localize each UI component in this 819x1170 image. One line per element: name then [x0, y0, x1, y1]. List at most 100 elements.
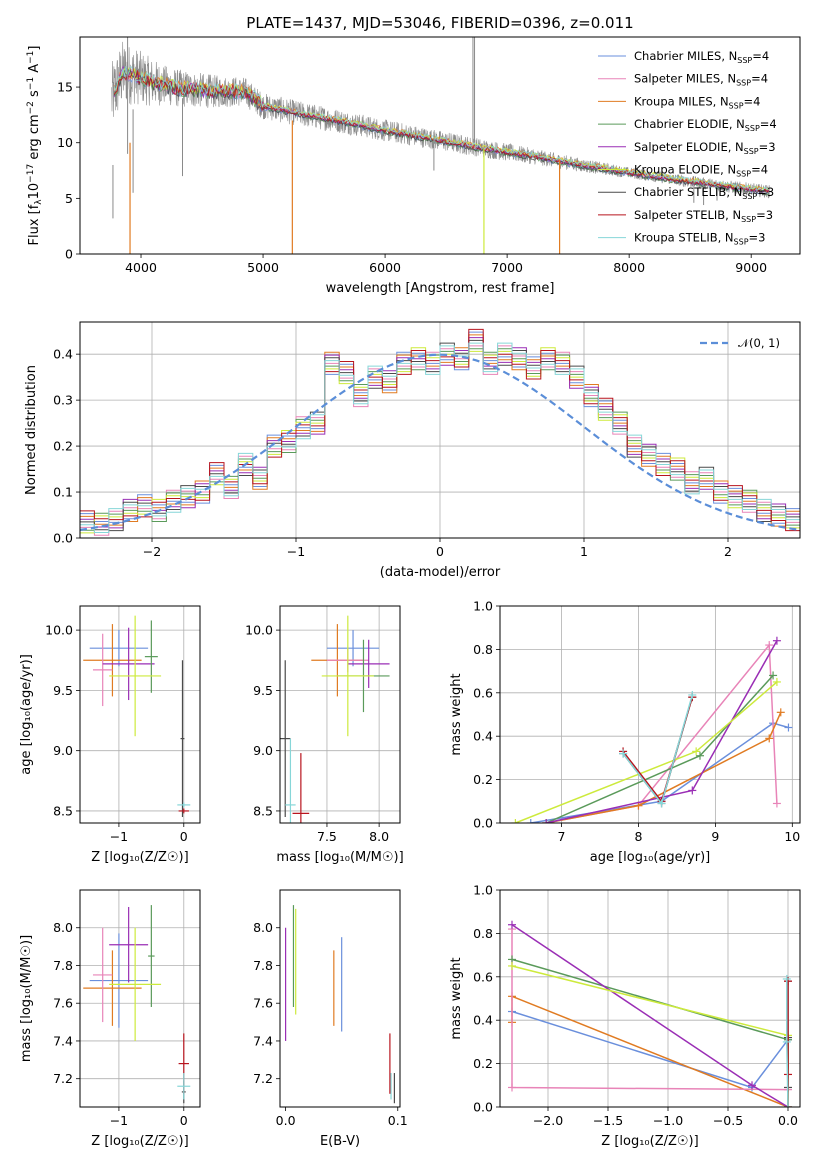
legend-sub: SSP — [736, 170, 751, 179]
mass_vs_Z-axes: −1 0 7.2 7.4 7.6 7.8 8.0 Z [log₁₀(Z/Z☉)] mass [l… — [19, 889, 201, 1149]
x-tick-label: 0.0 — [778, 1113, 798, 1128]
weight-marker-salpeter_miles — [765, 641, 774, 650]
axes-frame — [499, 889, 801, 1108]
weight-marker-salpeter_miles — [508, 1083, 516, 1092]
weight-marker-kroupa_elodie — [772, 677, 781, 686]
x-tick-label: −1.5 — [593, 1113, 623, 1128]
ylabel-part: λ — [34, 199, 44, 205]
errorbar-kroupa_elodie — [321, 615, 374, 737]
age_vs_Z-errorbars — [83, 615, 191, 817]
y-tick-label: 8.5 — [53, 803, 73, 818]
legend-tail: =3 — [756, 208, 773, 222]
axes-frame — [279, 605, 401, 824]
y-tick-label: 0.2 — [473, 772, 493, 787]
y-tick-label: 1.0 — [473, 599, 493, 614]
y-tick-label: 7.4 — [253, 1033, 273, 1048]
x-tick-label: 0.0 — [276, 1113, 296, 1128]
model-spectrum-salpeter_stelib — [113, 68, 770, 193]
spectrum-ylabel: Flux [fλ10−17 erg cm−2 s−1 A−1] — [26, 46, 44, 246]
errorbar-kroupa_stelib — [285, 738, 296, 823]
x-tick-label: 0 — [436, 544, 444, 559]
weight-line-chabrier_elodie — [511, 958, 789, 1107]
weight_vs_Z-ylabel: mass weight — [449, 957, 464, 1039]
age_vs_Z-ylabel: age [log₁₀(age/yr)] — [19, 654, 34, 775]
errorbar-chabrier_miles — [326, 630, 380, 667]
ylabel-part: Flux [f — [27, 204, 42, 245]
age_vs_mass-errorbars — [280, 615, 390, 823]
ylabel-part: −1 — [26, 77, 36, 90]
errorbar-salpeter_miles — [92, 633, 113, 707]
histogram-kroupa_stelib — [80, 342, 800, 533]
legend-sub: SSP — [741, 215, 756, 224]
legend-text: Kroupa STELIB, N — [634, 231, 734, 245]
y-tick-label: 0.2 — [53, 439, 73, 454]
y-tick-label: 0.4 — [473, 1013, 493, 1028]
x-tick-label: −1 — [110, 829, 128, 844]
weight-marker-salpeter_miles — [772, 799, 781, 808]
legend-entry-chabrier_elodie: Chabrier ELODIE, NSSP=4 — [634, 117, 777, 133]
y-tick-label: 5 — [65, 191, 73, 206]
x-tick-label: 6000 — [369, 260, 401, 275]
legend-sub: SSP — [729, 101, 744, 110]
weight-marker-chabrier_miles — [526, 819, 535, 823]
weight_vs_age-axes: 7 8 9 10 0.0 0.2 0.4 0.6 0.8 1.0 age [log₁₀(age/yr… — [449, 599, 801, 865]
x-tick-label: 2 — [724, 544, 732, 559]
x-tick-label: 4000 — [125, 260, 157, 275]
x-tick-label: −1.0 — [653, 1113, 683, 1128]
mass_vs_Z-xlabel: Z [log₁₀(Z/Z☉)] — [91, 1134, 188, 1149]
weight-marker-kroupa_elodie — [692, 747, 701, 756]
weight-marker-salpeter_elodie — [508, 920, 516, 929]
errorbar-salpeter_stelib — [292, 753, 310, 823]
x-tick-label: 10 — [784, 829, 800, 844]
weight-line-salpeter_elodie — [511, 924, 789, 1107]
weight-line-salpeter_stelib — [622, 696, 694, 803]
x-tick-label: 9000 — [735, 260, 767, 275]
weight-line-salpeter_elodie — [546, 640, 778, 823]
y-tick-label: 0 — [65, 247, 73, 262]
errorbar-salpeter_elodie — [109, 906, 149, 983]
y-tick-label: 0.6 — [473, 685, 493, 700]
spectrum-traces — [111, 37, 770, 254]
legend-tail: =3 — [757, 185, 774, 199]
ylabel-part: −1 — [26, 51, 36, 64]
weight_vs_age-xlabel: age [log₁₀(age/yr)] — [590, 850, 711, 865]
spectrum-title: PLATE=1437, MJD=53046, FIBERID=0396, z=0… — [246, 14, 633, 32]
y-tick-label: 8.0 — [253, 920, 273, 935]
y-tick-label: 7.8 — [53, 958, 73, 973]
axes-frame — [79, 889, 201, 1108]
legend-text: Salpeter STELIB, N — [634, 208, 741, 222]
y-tick-label: 0.0 — [473, 816, 493, 831]
x-tick-label: −2.0 — [533, 1113, 563, 1128]
weight-marker-salpeter_elodie — [688, 786, 697, 795]
x-tick-label: 7000 — [491, 260, 523, 275]
legend-tail: =4 — [760, 117, 777, 131]
legend-tail: =4 — [751, 163, 768, 177]
weight_vs_Z-lines — [508, 920, 792, 1107]
age_vs_Z-xlabel: Z [log₁₀(Z/Z☉)] — [91, 850, 188, 865]
legend-entry-salpeter_elodie: Salpeter ELODIE, NSSP=3 — [634, 140, 776, 156]
x-tick-label: 7.5 — [317, 829, 337, 844]
legend-text: Chabrier STELIB, N — [634, 185, 742, 199]
ylabel-part: erg cm — [27, 114, 42, 163]
legend-sub: SSP — [736, 79, 751, 88]
y-tick-label: 0.3 — [53, 393, 73, 408]
legend-tail: =4 — [752, 49, 769, 63]
spectrum-xlabel: wavelength [Angstrom, rest frame] — [326, 281, 555, 296]
y-tick-label: 0.0 — [53, 531, 73, 546]
weight-marker-kroupa_stelib — [657, 799, 666, 808]
y-tick-label: 7.2 — [253, 1071, 273, 1086]
x-tick-label: −1 — [110, 1113, 128, 1128]
y-tick-label: 0.2 — [473, 1056, 493, 1071]
x-tick-label: −1 — [287, 544, 305, 559]
residuals-xlabel: (data-model)/error — [380, 565, 501, 580]
x-tick-label: 7 — [558, 829, 566, 844]
mass_vs_ebv-axes: 0.0 0.1 7.2 7.4 7.6 7.8 8.0 E(B-V) — [253, 889, 408, 1149]
x-tick-label: 0 — [180, 1113, 188, 1128]
weight-marker-chabrier_elodie — [769, 671, 778, 680]
y-tick-label: 10.0 — [245, 623, 273, 638]
weight-marker-kroupa_elodie — [508, 961, 516, 970]
weight-marker-salpeter_elodie — [748, 1081, 756, 1090]
weight-marker-chabrier_elodie — [696, 751, 704, 760]
y-tick-label: 8.5 — [253, 803, 273, 818]
